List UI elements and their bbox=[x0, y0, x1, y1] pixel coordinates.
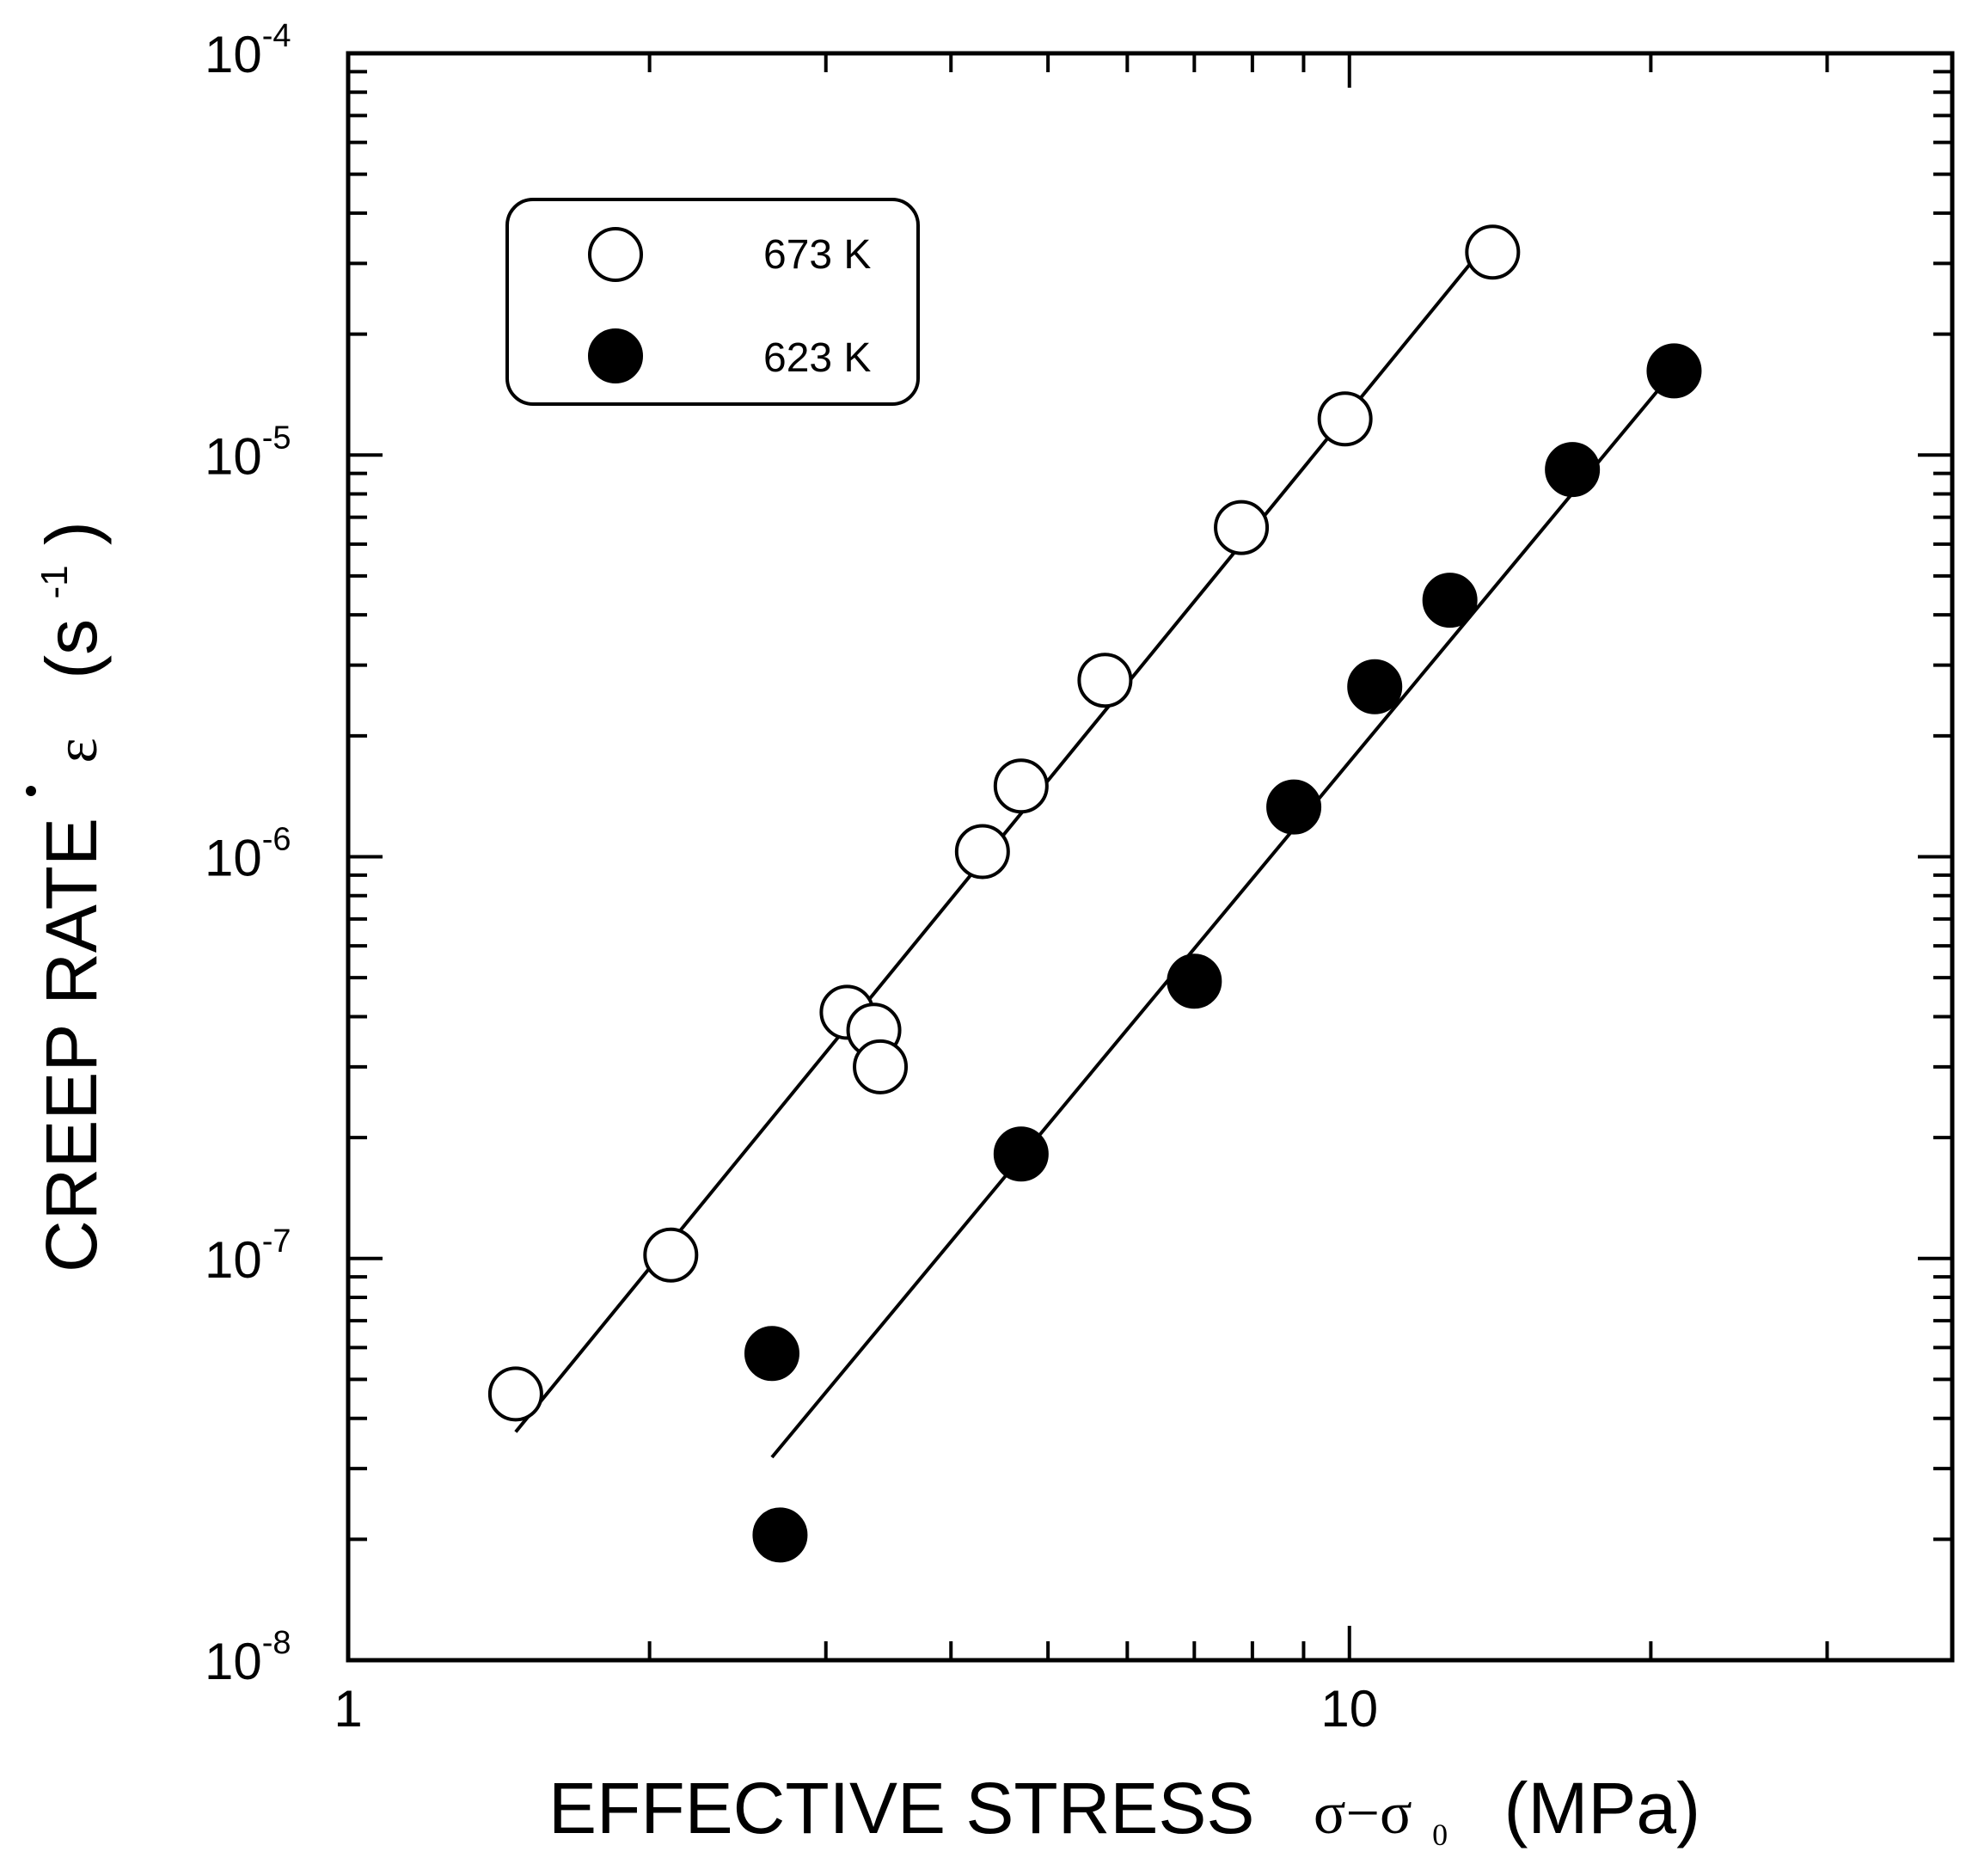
x-axis-title-subscript: 0 bbox=[1432, 1818, 1448, 1852]
data-point-673k bbox=[643, 1227, 699, 1283]
y-tick-label-base: 10 bbox=[205, 26, 262, 83]
x-axis-title-text: EFFECTIVE STRESS bbox=[548, 1768, 1254, 1848]
legend-label-673k: 673 K bbox=[763, 232, 871, 278]
fit-lines bbox=[514, 242, 1675, 1459]
y-axis-title-text: CREEP RATE bbox=[31, 818, 112, 1272]
y-tick-label-base: 10 bbox=[205, 1633, 262, 1690]
data-point-673k bbox=[993, 758, 1049, 814]
y-axis-title: CREEP RATE ε (s -1 ) bbox=[2, 521, 112, 1272]
y-axis-title-unit-exp: -1 bbox=[34, 565, 76, 598]
data-point-673k bbox=[853, 1039, 909, 1094]
y-tick-label: 10-8 bbox=[205, 1625, 291, 1690]
data-point-673k bbox=[1465, 224, 1521, 280]
y-tick-label-exponent: -7 bbox=[262, 1223, 291, 1260]
data-point-673k bbox=[1317, 391, 1373, 447]
y-axis-title-unit-close: ) bbox=[31, 521, 112, 545]
data-point-623k bbox=[1347, 659, 1403, 714]
x-tick-label: 10 bbox=[1320, 1680, 1378, 1738]
y-tick-label: 10-6 bbox=[205, 822, 291, 887]
x-axis-title-unit: (MPa) bbox=[1503, 1768, 1700, 1848]
y-tick-label: 10-5 bbox=[205, 420, 291, 485]
y-tick-label: 10-4 bbox=[205, 18, 291, 83]
x-tick-labels: 1 10 bbox=[334, 1680, 1378, 1738]
y-tick-label-base: 10 bbox=[205, 830, 262, 887]
data-point-623k bbox=[993, 1126, 1049, 1182]
data-point-623k bbox=[1266, 779, 1322, 835]
data-point-673k bbox=[487, 1366, 543, 1422]
legend-label-623k: 623 K bbox=[763, 335, 871, 381]
data-point-623k bbox=[1422, 573, 1478, 628]
data-point-623k bbox=[1545, 442, 1601, 498]
x-axis-title: EFFECTIVE STRESS σ−σ 0 (MPa) bbox=[548, 1768, 1700, 1861]
data-point-673k bbox=[1214, 500, 1270, 555]
y-tick-label-base: 10 bbox=[205, 1231, 262, 1289]
data-points bbox=[487, 224, 1702, 1563]
y-axis-title-epsilon-dot bbox=[26, 786, 36, 796]
y-tick-label: 10-7 bbox=[205, 1223, 291, 1289]
legend-marker-673k bbox=[588, 227, 643, 282]
legend-marker-623k bbox=[588, 328, 643, 383]
x-axis-title-sigma: σ−σ bbox=[1314, 1781, 1412, 1847]
y-tick-label-base: 10 bbox=[205, 427, 262, 485]
x-tick-label: 1 bbox=[334, 1680, 362, 1738]
plot-area-frame bbox=[346, 51, 1955, 1663]
y-axis-title-epsilon: ε bbox=[44, 738, 110, 763]
data-point-673k bbox=[954, 824, 1010, 880]
legend: 673 K 623 K bbox=[505, 198, 920, 406]
fit-line-623k bbox=[770, 370, 1675, 1459]
axis-ticks bbox=[346, 52, 1954, 1662]
y-tick-label-exponent: -8 bbox=[262, 1625, 291, 1661]
legend-box bbox=[505, 198, 920, 406]
svg-text:CREEP RATE ε (s: CREEP RATE ε (s -1 ) bbox=[2, 521, 112, 1272]
data-point-623k bbox=[744, 1326, 799, 1382]
y-tick-label-exponent: -4 bbox=[262, 18, 291, 54]
data-point-623k bbox=[1646, 343, 1702, 399]
y-tick-label-exponent: -6 bbox=[262, 822, 291, 858]
data-point-623k bbox=[752, 1507, 808, 1563]
y-tick-labels: 10-410-510-610-710-8 bbox=[205, 18, 291, 1690]
y-tick-label-exponent: -5 bbox=[262, 420, 291, 456]
y-axis-title-unit-open: (s bbox=[31, 619, 112, 679]
data-point-673k bbox=[1077, 653, 1133, 708]
data-point-623k bbox=[1167, 953, 1222, 1009]
